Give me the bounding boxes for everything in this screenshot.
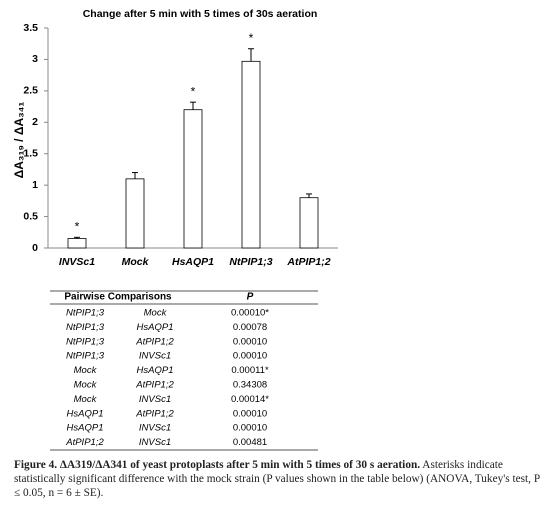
table-cell: HsAQP1: [137, 365, 174, 376]
table-cell: INVSc1: [139, 394, 171, 405]
table-cell: INVSc1: [139, 423, 171, 434]
figure: Change after 5 min with 5 times of 30s a…: [12, 8, 338, 451]
table-cell: 0.00010: [233, 336, 267, 347]
table-cell: INVSc1: [139, 437, 171, 448]
caption-text: Asterisks indicate statistically signifi…: [14, 459, 540, 499]
bar: [183, 109, 203, 249]
bar: [67, 238, 87, 249]
table-cell: AtPIP1;2: [135, 336, 174, 347]
y-tick-label: 0: [32, 242, 38, 254]
table-cell: 0.00010: [233, 408, 267, 419]
table-cell: 0.00010: [233, 423, 267, 434]
table-cell: NtPIP1;3: [66, 322, 105, 333]
table-cell: Mock: [74, 380, 98, 391]
x-tick-label: Mock: [122, 256, 150, 268]
table-cell: 0.00014*: [231, 394, 269, 405]
y-tick-label: 1.5: [23, 147, 38, 159]
significance-mark: *: [191, 84, 196, 98]
table-cell: 0.00010: [233, 351, 267, 362]
significance-mark: *: [75, 219, 80, 233]
x-tick-label: NtPIP1;3: [229, 256, 272, 268]
y-tick-label: 2: [32, 116, 38, 128]
table-header: P: [247, 292, 254, 303]
table-cell: NtPIP1;3: [66, 336, 105, 347]
table-cell: 0.34308: [233, 380, 267, 391]
x-tick-label: HsAQP1: [172, 256, 214, 268]
bar: [241, 60, 261, 249]
table-cell: HsAQP1: [67, 423, 104, 434]
y-tick-label: 3.5: [23, 22, 38, 34]
table-cell: 0.00078: [233, 322, 267, 333]
table-cell: HsAQP1: [137, 322, 174, 333]
bar: [299, 197, 319, 249]
significance-mark: *: [249, 31, 254, 45]
table-cell: Mock: [74, 365, 98, 376]
y-tick-label: 2.5: [23, 85, 38, 97]
bar: [125, 178, 145, 249]
table-cell: 0.00010*: [231, 308, 269, 319]
table-header: Pairwise Comparisons: [64, 292, 172, 303]
chart-title: Change after 5 min with 5 times of 30s a…: [83, 8, 318, 20]
table-cell: Mock: [74, 394, 98, 405]
table-cell: Mock: [144, 308, 168, 319]
y-tick-label: 3: [32, 53, 38, 65]
table-cell: AtPIP1;2: [65, 437, 104, 448]
table-cell: AtPIP1;2: [135, 408, 174, 419]
x-tick-label: INVSc1: [59, 256, 95, 268]
table-cell: HsAQP1: [67, 408, 104, 419]
table-cell: AtPIP1;2: [135, 380, 174, 391]
table-cell: 0.00011*: [231, 365, 269, 376]
y-tick-label: 0.5: [23, 210, 38, 222]
y-tick-label: 1: [32, 179, 38, 191]
caption: Figure 4. ΔA319/ΔA341 of yeast protoplas…: [14, 458, 542, 500]
y-axis-label: ΔA₃₁₉ / ΔA₃₄₁: [12, 102, 26, 179]
table-cell: INVSc1: [139, 351, 171, 362]
x-tick-label: AtPIP1;2: [286, 256, 330, 268]
table-cell: NtPIP1;3: [66, 308, 105, 319]
table-cell: 0.00481: [233, 437, 267, 448]
table-cell: NtPIP1;3: [66, 351, 105, 362]
caption-title: Figure 4. ΔA319/ΔA341 of yeast protoplas…: [14, 459, 421, 471]
